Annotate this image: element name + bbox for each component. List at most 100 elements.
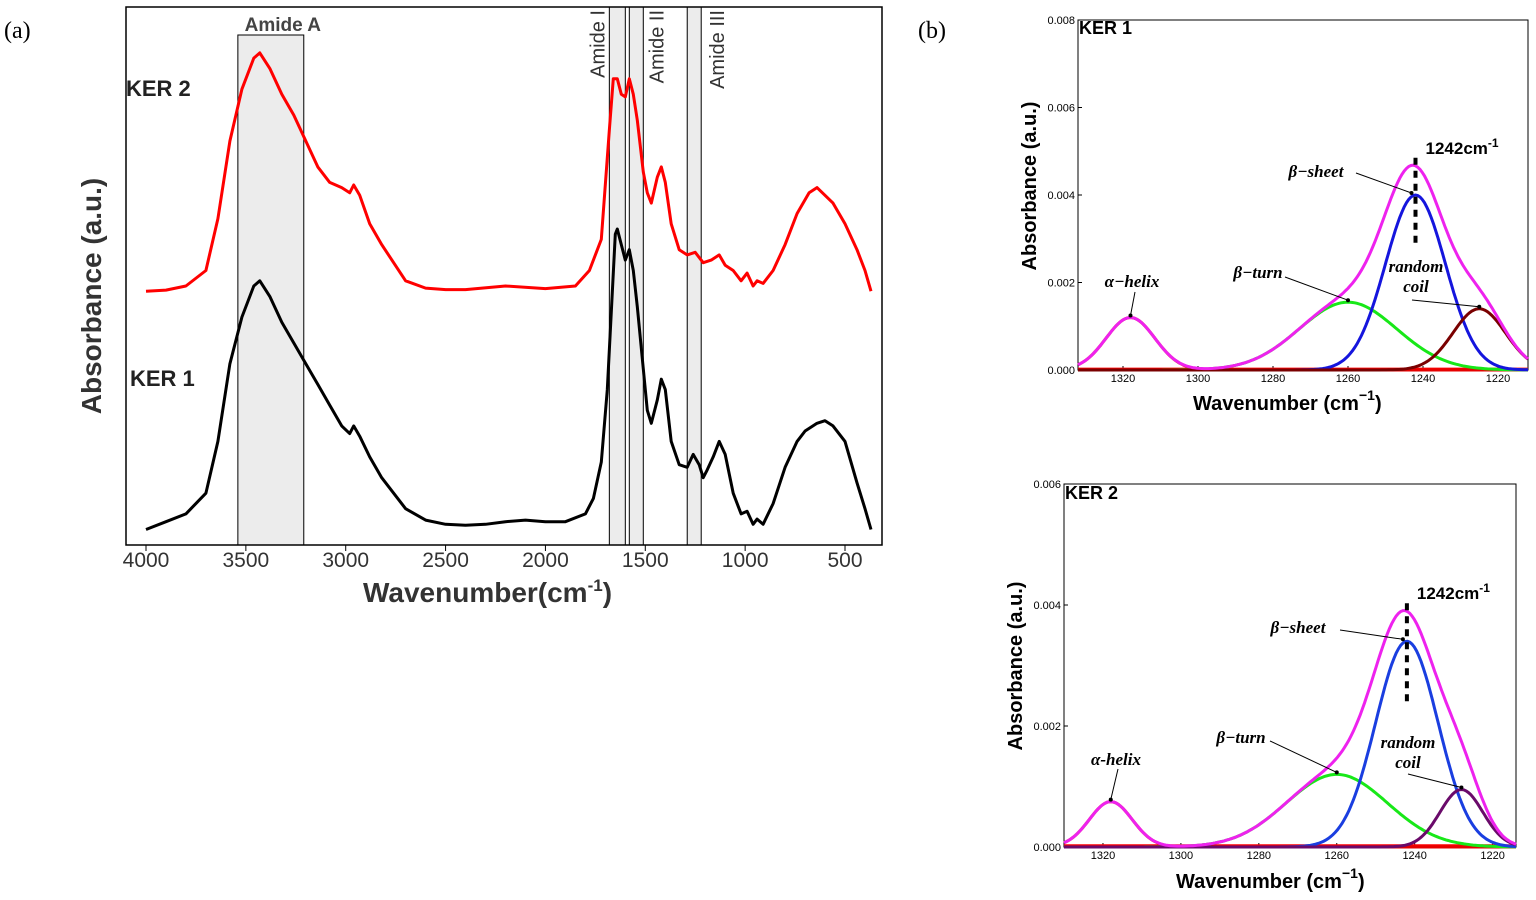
y-tick-label-2: 0.004 xyxy=(1047,190,1075,202)
peak-marker-label-main: 1242cm xyxy=(1426,139,1488,158)
ker1-x-axis-label-main: Wavenumber (cm xyxy=(1193,393,1359,415)
panel-b-ker1-chart: KER 1 1320 1300 1280 1260 1240 1220 0.000 0.002… xyxy=(1019,15,1529,415)
ker2-title: KER 2 xyxy=(1065,483,1118,503)
x-tick-label-1320: 1320 xyxy=(1091,850,1115,862)
x-tick-label-1280: 1280 xyxy=(1261,373,1285,385)
band-label-amide-i: Amide I xyxy=(587,10,609,78)
y-tick-label-1: 0.002 xyxy=(1033,721,1061,733)
peak-marker-label: 1242cm-1 xyxy=(1417,581,1490,603)
y-tick-label-1: 0.002 xyxy=(1047,278,1075,290)
x-tick-label-1240: 1240 xyxy=(1402,850,1426,862)
series-line-ker-2 xyxy=(145,51,873,293)
annotation-arrowhead-sheet xyxy=(1409,191,1414,195)
y-tick-label-3: 0.006 xyxy=(1047,103,1075,115)
x-tick-label-4000: 4000 xyxy=(123,549,170,572)
x-tick-label-1260: 1260 xyxy=(1325,850,1349,862)
panel-label-b: (b) xyxy=(918,18,946,44)
x-tick-label-1300: 1300 xyxy=(1186,373,1210,385)
annotation-arrowhead-sheet xyxy=(1400,637,1405,642)
x-tick-label-1220: 1220 xyxy=(1486,373,1510,385)
component-curve-sheet xyxy=(1064,639,1517,849)
band-label-amide-a: Amide A xyxy=(245,15,322,36)
panel-b-ker2-chart: KER 2 1320 1300 1280 1260 1240 1220 0.000 0.002… xyxy=(1005,479,1517,893)
x-tick-label-1220: 1220 xyxy=(1480,850,1504,862)
series-label-ker1: KER 1 xyxy=(130,366,195,391)
peak-marker-label-sup: -1 xyxy=(1479,581,1490,595)
x-tick-label-1280: 1280 xyxy=(1247,850,1271,862)
ker1-title: KER 1 xyxy=(1079,18,1132,38)
ker2-x-axis-label-close: ) xyxy=(1358,871,1365,893)
annotation-arrowhead-helix xyxy=(1108,797,1113,802)
x-tick-label-1300: 1300 xyxy=(1169,850,1193,862)
component-curve-turn xyxy=(1064,772,1517,849)
annotation-arrow-sheet xyxy=(1339,629,1403,640)
peak-marker-label-sup: -1 xyxy=(1488,136,1499,150)
y-tick-label-4: 0.008 xyxy=(1047,15,1075,27)
envelope-curve xyxy=(1063,609,1517,848)
panel-label-a: (a) xyxy=(4,18,31,44)
panel-a-x-axis-label: Wavenumber(cm-1) xyxy=(363,576,612,608)
annotation-arrowhead-turn xyxy=(1346,298,1350,303)
ker2-y-axis-label: Absorbance (a.u.) xyxy=(1005,582,1027,751)
ker1-x-axis-label-close: ) xyxy=(1375,393,1382,415)
ker2-x-axis-label-sup: −1 xyxy=(1342,865,1358,881)
x-tick-label-3000: 3000 xyxy=(322,549,369,572)
panel-a-y-axis-label: Absorbance (a.u.) xyxy=(76,178,107,414)
x-tick-label-3500: 3500 xyxy=(222,549,269,572)
x-tick-label-500: 500 xyxy=(827,549,862,572)
component-label-turn: β−turn xyxy=(1215,728,1265,747)
y-tick-label-2: 0.004 xyxy=(1033,600,1061,612)
ker2-plot-frame xyxy=(1063,483,1517,848)
annotation-arrow-turn xyxy=(1284,276,1349,301)
component-label-turn: β−turn xyxy=(1232,263,1282,282)
component-label-random-coil-1: coil xyxy=(1395,753,1421,772)
x-tick-label-1000: 1000 xyxy=(722,549,769,572)
component-label-sheet: β−sheet xyxy=(1288,162,1345,181)
y-tick-label-0: 0.000 xyxy=(1047,365,1075,377)
component-label-helix: α−helix xyxy=(1105,272,1160,291)
series-label-ker2: KER 2 xyxy=(126,76,191,101)
panel-a-plot-frame xyxy=(125,6,883,546)
panel-a-x-axis-label-sup: -1 xyxy=(588,576,603,595)
ker2-x-axis-label-main: Wavenumber (cm xyxy=(1176,871,1342,893)
band-label-amide-iii: Amide III xyxy=(707,10,729,89)
peak-marker-label: 1242cm-1 xyxy=(1426,136,1499,158)
x-tick-label-1240: 1240 xyxy=(1411,373,1435,385)
annotation-arrowhead-turn xyxy=(1334,770,1339,775)
ker2-x-axis-label: Wavenumber (cm−1) xyxy=(1176,865,1365,893)
x-tick-label-1260: 1260 xyxy=(1336,373,1360,385)
panel-a-x-axis-label-close: ) xyxy=(603,577,612,608)
annotation-arrow-turn xyxy=(1269,740,1337,773)
x-tick-label-2500: 2500 xyxy=(422,549,469,572)
band-label-amide-ii: Amide II xyxy=(646,10,668,83)
ker1-x-axis-label-sup: −1 xyxy=(1359,387,1375,403)
annotation-arrow-helix xyxy=(1110,768,1119,800)
x-tick-label-1500: 1500 xyxy=(622,549,669,572)
y-tick-label-0: 0.000 xyxy=(1033,842,1061,854)
component-label-random-coil-0: random xyxy=(1389,257,1444,276)
annotation-arrowhead-random-coil xyxy=(1459,785,1464,790)
component-label-random-coil-1: coil xyxy=(1403,277,1429,296)
annotation-arrow-random-coil xyxy=(1411,299,1480,308)
component-curve-random-coil xyxy=(1078,307,1529,372)
component-curve-random-coil xyxy=(1064,787,1517,849)
envelope-curve xyxy=(1077,163,1529,371)
x-tick-label-1320: 1320 xyxy=(1111,373,1135,385)
annotation-arrow-helix xyxy=(1130,291,1136,316)
series-line-ker-1 xyxy=(145,227,873,531)
component-label-random-coil-0: random xyxy=(1381,733,1436,752)
annotation-arrow-sheet xyxy=(1355,172,1412,194)
panel-a-chart: Amide A Amide I Amide II Amide III 4000 3500… xyxy=(76,6,883,608)
annotation-arrow-random-coil xyxy=(1407,773,1462,789)
component-label-helix: α-helix xyxy=(1091,750,1142,769)
ker1-x-axis-label: Wavenumber (cm−1) xyxy=(1193,387,1382,415)
peak-marker-label-main: 1242cm xyxy=(1417,584,1479,603)
ker1-y-axis-label: Absorbance (a.u.) xyxy=(1019,102,1041,271)
annotation-arrowhead-helix xyxy=(1128,313,1133,318)
panel-a-x-axis-label-main: Wavenumber(cm xyxy=(363,577,588,608)
component-label-sheet: β−sheet xyxy=(1270,618,1327,637)
band-amide-a xyxy=(237,34,305,546)
y-tick-label-3: 0.006 xyxy=(1033,479,1061,491)
annotation-arrowhead-random-coil xyxy=(1477,304,1482,309)
